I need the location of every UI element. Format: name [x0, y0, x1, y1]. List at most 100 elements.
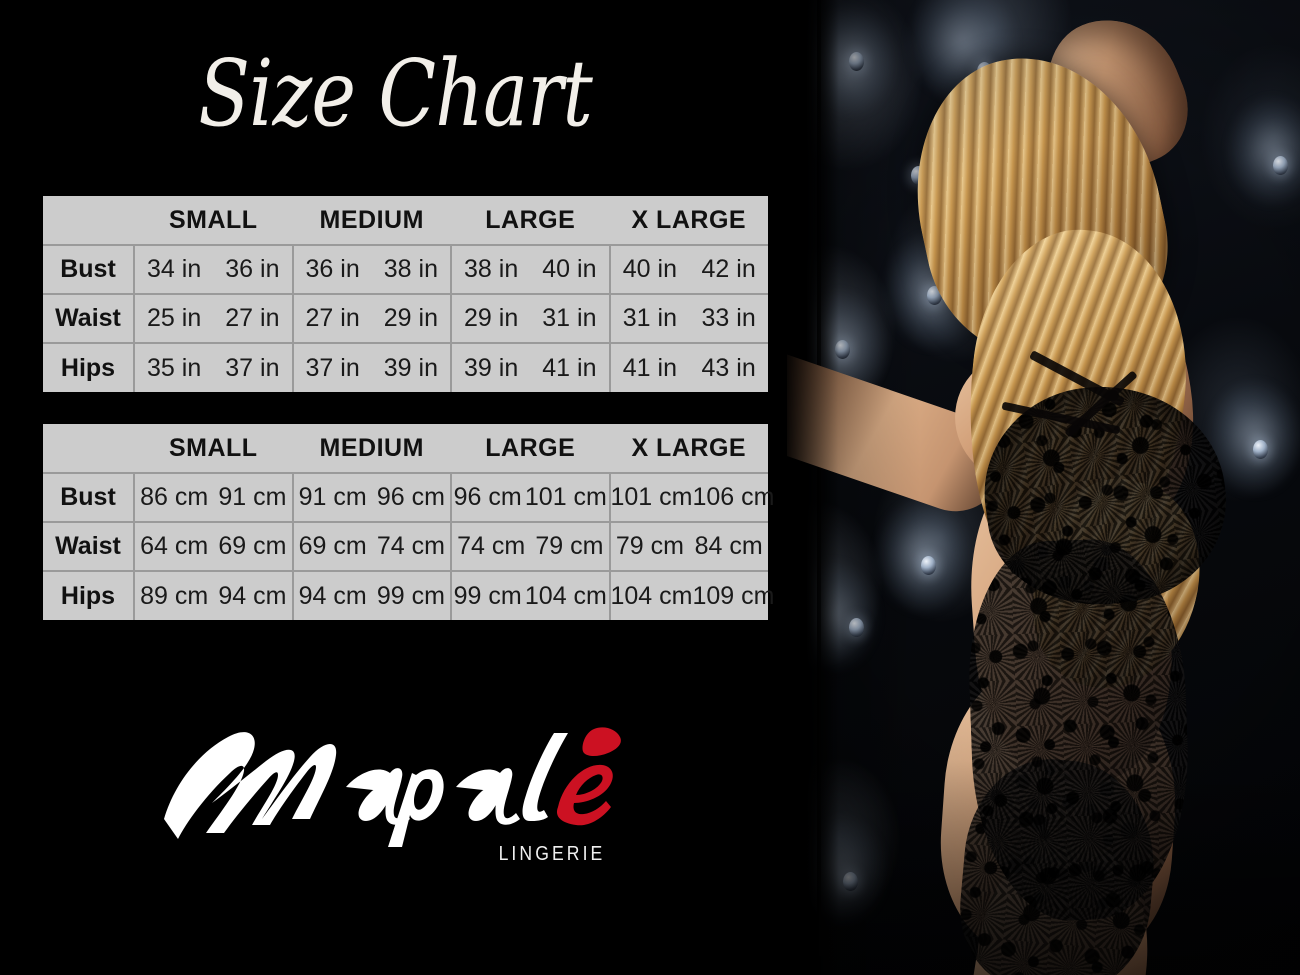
column-header-xlarge: X LARGE: [609, 424, 768, 474]
header-corner-cell: [43, 196, 134, 246]
value-max: 94 cm: [218, 581, 287, 610]
value-max: 42 in: [701, 255, 756, 283]
table-row: Waist 25 in 27 in 27 in 29 in: [43, 294, 768, 344]
value-min: 91 cm: [298, 483, 367, 511]
table-row: Waist 64 cm 69 cm 69 cm 74 cm: [43, 522, 768, 572]
value-min: 94 cm: [298, 581, 367, 610]
column-header-small: SMALL: [134, 196, 293, 246]
value-min: 74 cm: [457, 532, 526, 560]
cell-bust-medium: 36 in 38 in: [292, 245, 452, 295]
cell-hips-small: 35 in 37 in: [134, 343, 294, 392]
value-max: 40 in: [542, 255, 597, 283]
column-header-large: LARGE: [451, 424, 610, 474]
value-max: 106 cm: [692, 483, 775, 511]
value-max: 43 in: [701, 353, 756, 382]
table-row: Hips 89 cm 94 cm 94 cm 99 cm: [43, 571, 774, 620]
value-min: 99 cm: [453, 581, 522, 610]
value-min: 64 cm: [140, 532, 209, 560]
chart-panel: Size Chart SMALL MEDIUM LARGE X LARGE Bu…: [43, 40, 775, 895]
size-table-centimeters: SMALL MEDIUM LARGE X LARGE Bust 86 cm 91…: [43, 424, 774, 620]
value-min: 29 in: [464, 304, 519, 332]
value-min: 31 in: [622, 304, 677, 332]
column-header-xlarge: X LARGE: [609, 196, 768, 246]
value-max: 99 cm: [376, 581, 445, 610]
value-min: 79 cm: [615, 532, 684, 560]
value-min: 86 cm: [140, 483, 209, 511]
row-label-hips: Hips: [43, 343, 135, 392]
value-min: 96 cm: [453, 483, 522, 511]
value-min: 34 in: [147, 255, 202, 283]
value-min: 69 cm: [298, 532, 367, 560]
value-min: 27 in: [305, 304, 360, 332]
table-header-row: SMALL MEDIUM LARGE X LARGE: [43, 424, 768, 474]
value-max: 96 cm: [376, 483, 445, 511]
cell-waist-medium: 69 cm 74 cm: [292, 522, 452, 572]
value-max: 29 in: [383, 304, 438, 332]
cell-waist-xlarge: 79 cm 84 cm: [609, 522, 768, 572]
row-label-waist: Waist: [43, 522, 135, 572]
value-max: 38 in: [383, 255, 438, 283]
cell-bust-xlarge: 101 cm 106 cm: [609, 473, 774, 523]
value-max: 91 cm: [218, 483, 287, 511]
value-min: 37 in: [305, 353, 360, 382]
cell-bust-medium: 91 cm 96 cm: [292, 473, 452, 523]
page-title: Size Chart: [198, 40, 592, 147]
cell-bust-small: 86 cm 91 cm: [134, 473, 294, 523]
cell-bust-small: 34 in 36 in: [134, 245, 294, 295]
cell-waist-large: 29 in 31 in: [451, 294, 611, 344]
cell-bust-large: 38 in 40 in: [451, 245, 611, 295]
value-min: 35 in: [147, 353, 202, 382]
cell-waist-small: 64 cm 69 cm: [134, 522, 294, 572]
cell-waist-large: 74 cm 79 cm: [451, 522, 611, 572]
value-min: 89 cm: [140, 581, 209, 610]
cell-waist-small: 25 in 27 in: [134, 294, 294, 344]
value-min: 39 in: [464, 353, 519, 382]
value-max: 37 in: [225, 353, 280, 382]
row-label-waist: Waist: [43, 294, 135, 344]
column-header-small: SMALL: [134, 424, 293, 474]
cell-hips-medium: 94 cm 99 cm: [292, 571, 452, 620]
value-max: 74 cm: [376, 532, 445, 560]
value-max: 31 in: [542, 304, 597, 332]
cell-bust-xlarge: 40 in 42 in: [609, 245, 768, 295]
cell-bust-large: 96 cm 101 cm: [451, 473, 611, 523]
cell-hips-small: 89 cm 94 cm: [134, 571, 294, 620]
table-row: Bust 86 cm 91 cm 91 cm 96 cm: [43, 473, 774, 523]
model-photo: [787, 0, 1300, 975]
value-max: 79 cm: [535, 532, 604, 560]
column-header-medium: MEDIUM: [292, 196, 451, 246]
value-min: 101 cm: [610, 483, 693, 511]
brand-subtitle: LINGERIE: [498, 843, 605, 865]
value-min: 38 in: [464, 255, 519, 283]
value-min: 25 in: [147, 304, 202, 332]
table-header-row: SMALL MEDIUM LARGE X LARGE: [43, 196, 768, 246]
size-table-inches: SMALL MEDIUM LARGE X LARGE Bust 34 in 36…: [43, 196, 768, 392]
brand-logo: LINGERIE: [150, 715, 640, 895]
value-min: 104 cm: [610, 581, 693, 610]
row-label-bust: Bust: [43, 245, 135, 295]
model-figure: [787, 0, 1300, 975]
value-max: 104 cm: [524, 581, 607, 610]
value-max: 27 in: [225, 304, 280, 332]
cell-hips-large: 99 cm 104 cm: [451, 571, 611, 620]
cell-hips-xlarge: 104 cm 109 cm: [609, 571, 774, 620]
brand-wordmark: [150, 715, 640, 855]
cell-hips-medium: 37 in 39 in: [292, 343, 452, 392]
value-max: 41 in: [542, 353, 597, 382]
cell-waist-xlarge: 31 in 33 in: [609, 294, 768, 344]
value-min: 36 in: [305, 255, 360, 283]
table-row: Hips 35 in 37 in 37 in 39 in: [43, 343, 768, 392]
column-header-medium: MEDIUM: [292, 424, 451, 474]
cell-hips-large: 39 in 41 in: [451, 343, 611, 392]
value-max: 39 in: [383, 353, 438, 382]
value-max: 109 cm: [692, 581, 775, 610]
value-max: 36 in: [225, 255, 280, 283]
column-header-large: LARGE: [451, 196, 610, 246]
table-row: Bust 34 in 36 in 36 in 38 in: [43, 245, 768, 295]
value-max: 101 cm: [524, 483, 607, 511]
cell-hips-xlarge: 41 in 43 in: [609, 343, 768, 392]
cell-waist-medium: 27 in 29 in: [292, 294, 452, 344]
row-label-hips: Hips: [43, 571, 135, 620]
value-max: 84 cm: [694, 532, 763, 560]
row-label-bust: Bust: [43, 473, 135, 523]
